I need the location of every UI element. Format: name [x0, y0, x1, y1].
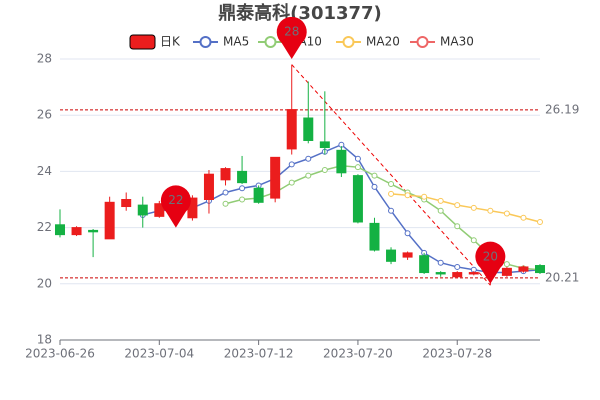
pin — [475, 241, 506, 284]
y-tick-label: 20 — [37, 276, 52, 290]
ma-point — [454, 223, 461, 230]
candle-body — [121, 199, 132, 208]
candle-body — [220, 168, 231, 181]
pin — [160, 185, 191, 228]
candle-body — [319, 141, 330, 149]
ma-point — [537, 218, 543, 225]
x-tick-label: 2023-07-20 — [323, 347, 393, 361]
candle-body — [535, 265, 545, 274]
candle-body — [286, 109, 297, 150]
mark-line-label: 26.19 — [545, 102, 579, 116]
ma-point — [222, 189, 229, 196]
pin-label: 28 — [284, 25, 299, 39]
candle-body — [352, 175, 363, 223]
legend-label: MA5 — [223, 35, 249, 49]
ma-point — [305, 172, 312, 179]
ma-point — [470, 204, 477, 211]
legend-label: 日K — [160, 35, 181, 49]
x-tick-label: 2023-07-12 — [224, 347, 294, 361]
ma-point — [437, 259, 444, 266]
candle-body — [55, 224, 65, 236]
ma-point — [437, 197, 444, 204]
x-tick-label: 2023-06-26 — [25, 347, 95, 361]
y-tick-label: 24 — [37, 164, 52, 178]
x-tick-label: 2023-07-04 — [124, 347, 194, 361]
candle-body — [386, 249, 397, 262]
ma-point — [470, 237, 477, 244]
candle-body — [303, 117, 314, 141]
ma-point — [288, 161, 295, 168]
ma-point — [503, 261, 510, 268]
candle-body — [104, 201, 115, 240]
ma-point — [222, 200, 229, 207]
legend-label: MA30 — [440, 35, 474, 49]
candle-body — [402, 252, 413, 258]
ma-point — [437, 207, 444, 214]
ma-line — [390, 193, 541, 223]
legend-icon — [416, 36, 429, 48]
candle-body — [237, 170, 248, 184]
ma-point — [421, 193, 428, 200]
candle-body — [518, 266, 529, 272]
candle-body — [452, 272, 463, 278]
ma-point — [388, 207, 395, 214]
x-tick-label: 2023-07-28 — [422, 347, 492, 361]
chart-title: 鼎泰高科(301377) — [218, 2, 382, 24]
candle-body — [88, 229, 99, 233]
ma-point — [388, 181, 395, 188]
pin — [276, 16, 307, 59]
ma-point — [454, 202, 461, 209]
ma-point — [520, 214, 527, 221]
candle-body — [435, 272, 446, 275]
legend-icon — [264, 36, 277, 48]
candle-body — [270, 156, 281, 199]
ma-point — [454, 263, 461, 270]
y-tick-label: 22 — [37, 220, 52, 234]
y-tick-label: 18 — [37, 333, 52, 347]
ma-point — [503, 210, 510, 217]
y-tick-label: 26 — [37, 108, 52, 122]
ma-point — [404, 230, 411, 237]
mark-line-label: 20.21 — [545, 270, 579, 284]
candle-body — [369, 222, 380, 251]
candle-body — [419, 255, 430, 274]
ma-point — [354, 164, 361, 171]
ma-point — [321, 166, 328, 173]
candle-body — [154, 203, 165, 217]
candle-body — [501, 267, 512, 276]
ma-point — [371, 183, 378, 190]
pin-label: 22 — [168, 193, 183, 207]
candle-body — [71, 227, 82, 236]
ma-point — [288, 179, 295, 186]
candle-body — [137, 204, 148, 216]
candle-body — [468, 272, 479, 275]
ma-point — [388, 190, 395, 197]
legend-icon — [342, 36, 355, 48]
candle-body — [203, 173, 214, 201]
ma-point — [239, 185, 246, 192]
ma-point — [305, 155, 312, 162]
ma-point — [487, 207, 494, 214]
legend-icon — [129, 34, 156, 50]
pin-label: 20 — [483, 249, 498, 263]
y-tick-label: 28 — [37, 52, 52, 66]
ma-point — [239, 196, 246, 203]
legend-label: MA20 — [366, 35, 400, 49]
ma-point — [354, 155, 361, 162]
candle-body — [336, 149, 347, 174]
legend-icon — [199, 36, 212, 48]
ma-point — [404, 192, 411, 199]
candle-body — [253, 187, 264, 203]
ma-point — [371, 172, 378, 179]
